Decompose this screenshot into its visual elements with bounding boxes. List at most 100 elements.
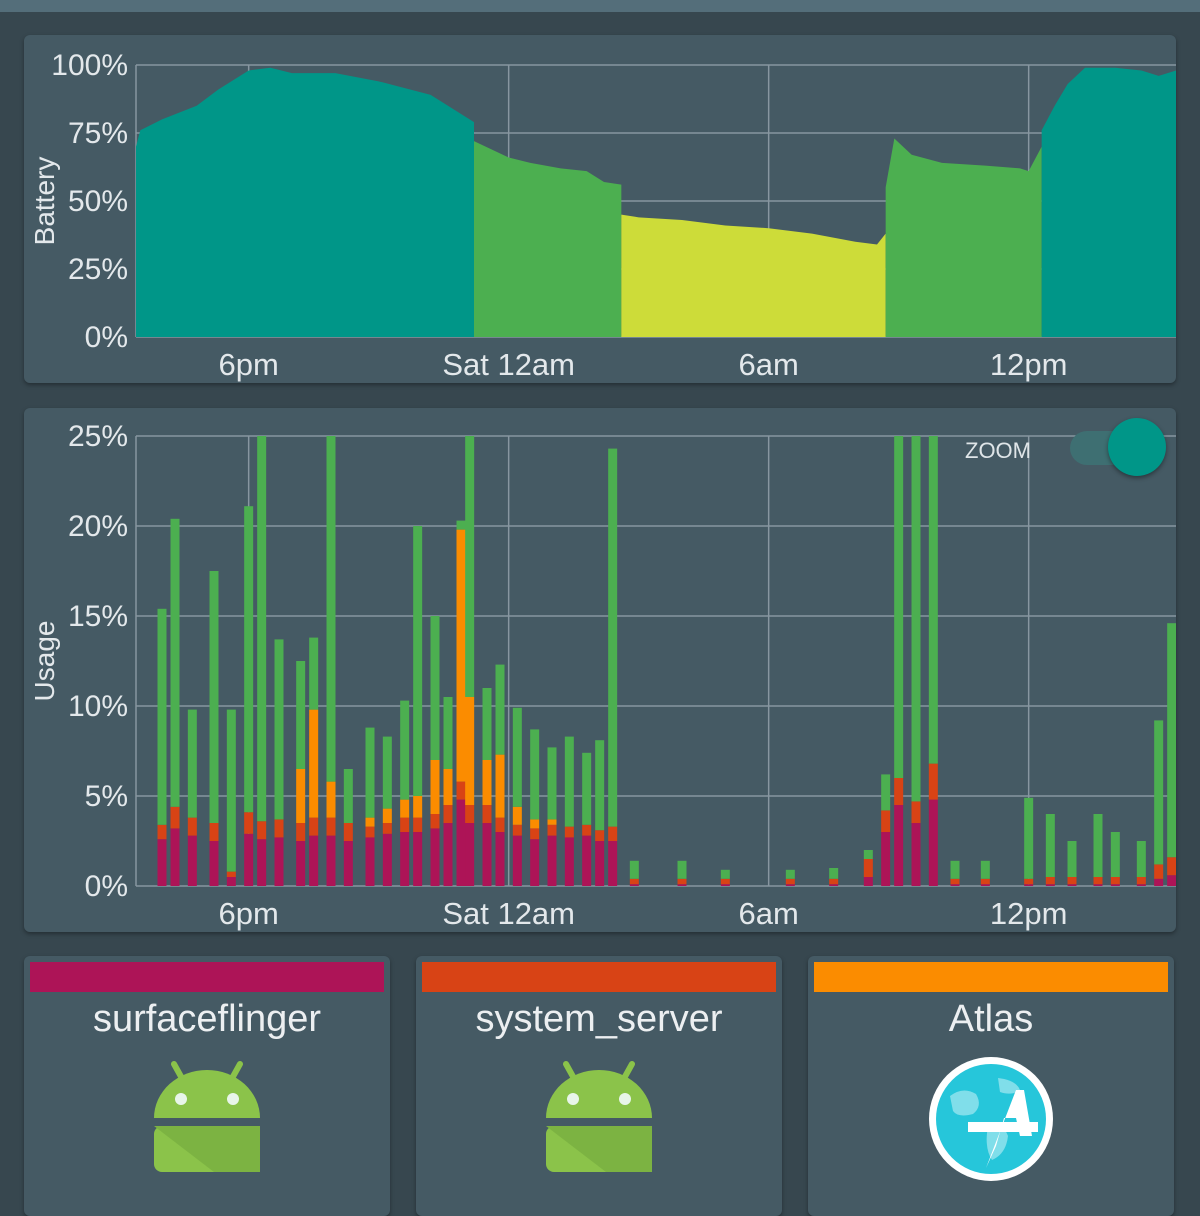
usage-bar-segment (157, 839, 167, 886)
usage-bar-segment (1093, 814, 1103, 877)
android-icon (546, 1061, 652, 1172)
usage-ytick-label: 0% (85, 870, 128, 903)
battery-ytick-label: 0% (85, 321, 128, 354)
usage-bar-segment (629, 878, 639, 885)
battery-xtick-label: 12pm (990, 347, 1068, 382)
usage-bar-segment (495, 754, 505, 818)
usage-bar-segment (928, 763, 938, 800)
usage-bar-segment (1067, 877, 1077, 885)
usage-chart: 0% 5% 10% 15% 20% 25% 6pm Sat 12am 6am 12pm Usage (29, 420, 1177, 931)
usage-bar-segment (430, 814, 440, 829)
usage-bar-segment (443, 769, 453, 805)
usage-bar-segment (209, 571, 219, 823)
usage-bar-segment (430, 760, 440, 814)
usage-bar-segment (911, 823, 921, 886)
usage-bar-segment (413, 817, 423, 832)
usage-bar-segment (400, 817, 410, 832)
usage-bar-segment (547, 747, 557, 820)
usage-bar-segment (495, 817, 505, 832)
usage-bar-segment (911, 801, 921, 823)
usage-bar-segment (187, 709, 197, 818)
usage-bar-segment (564, 736, 574, 827)
battery-ylabel: Battery (29, 157, 60, 246)
usage-bar-segment (456, 799, 466, 886)
usage-bar-segment (244, 833, 254, 886)
process-color-bar (814, 962, 1168, 992)
usage-bar-segment (1067, 841, 1077, 877)
usage-bar-segment (1024, 884, 1034, 886)
usage-bar-segment (950, 878, 960, 885)
usage-bar-segment (530, 828, 540, 840)
usage-bar-segment (1110, 877, 1120, 885)
zoom-toggle-knob[interactable] (1108, 418, 1166, 476)
battery-xtick-label: Sat 12am (442, 347, 575, 382)
usage-bar-segment (343, 769, 353, 823)
usage-bar-segment (1136, 877, 1146, 885)
usage-bar-segment (677, 884, 687, 886)
usage-bar-segment (170, 828, 180, 886)
usage-bar-segment (1154, 864, 1164, 879)
battery-ytick-label: 100% (51, 49, 128, 82)
usage-bar-segment (187, 835, 197, 886)
usage-bar-segment (482, 688, 492, 760)
usage-bar-segment (365, 817, 375, 827)
usage-bar-segment (365, 826, 375, 838)
usage-bar-segment (382, 736, 392, 809)
usage-bar-segment (274, 819, 284, 838)
usage-bar-segment (495, 832, 505, 886)
usage-ytick-label: 15% (68, 600, 128, 633)
usage-bar-segment (980, 884, 990, 886)
usage-bar-segment (400, 799, 410, 818)
usage-bar-segment (309, 709, 319, 818)
usage-ytick-label: 20% (68, 510, 128, 543)
usage-bar-segment (980, 860, 990, 879)
usage-bar-segment (443, 823, 453, 886)
usage-bar-segment (928, 436, 938, 764)
battery-area-segment (885, 138, 1042, 337)
usage-bar-segment (296, 841, 306, 886)
usage-bar-segment (413, 796, 423, 818)
usage-bar-segment (720, 884, 730, 886)
battery-area-segment (136, 67, 474, 337)
battery-area-segment (474, 141, 622, 337)
process-card-atlas[interactable]: Atlas (808, 956, 1174, 1216)
usage-bar-segment (326, 817, 336, 836)
usage-bar-segment (244, 506, 254, 813)
usage-ytick-label: 5% (85, 780, 128, 813)
usage-bar-segment (1024, 797, 1034, 879)
android-icon (154, 1061, 260, 1172)
usage-bar-segment (608, 826, 618, 841)
usage-bar-segment (456, 781, 466, 800)
usage-bar-segment (443, 697, 453, 769)
usage-bar-segment (881, 810, 891, 832)
usage-bar-segment (1093, 884, 1103, 886)
process-card-surfaceflinger[interactable]: surfaceflinger (24, 956, 390, 1216)
usage-bar-segment (595, 740, 605, 831)
usage-bar-segment (309, 835, 319, 886)
usage-bar-segment (456, 520, 466, 530)
usage-bar-segment (1154, 878, 1164, 886)
usage-bar-segment (894, 805, 904, 886)
usage-bar-segment (512, 824, 522, 836)
usage-bar-segment (530, 729, 540, 820)
usage-bar-segment (430, 828, 440, 886)
usage-bar-segment (1136, 841, 1146, 877)
process-card-system-server[interactable]: system_server (416, 956, 782, 1216)
usage-bar-segment (244, 812, 254, 834)
battery-ytick-label: 50% (68, 185, 128, 218)
usage-bar-segment (582, 752, 592, 825)
usage-bar-segment (582, 824, 592, 836)
usage-bar-segment (343, 823, 353, 841)
usage-bar-segment (720, 869, 730, 879)
usage-bar-segment (629, 884, 639, 886)
usage-ytick-label: 25% (68, 420, 128, 453)
usage-bar-segment (365, 727, 375, 818)
usage-bar-segment (326, 436, 336, 782)
usage-bar-segment (456, 529, 466, 782)
usage-bar-segment (785, 878, 795, 885)
usage-bar-segment (950, 884, 960, 886)
usage-ylabel: Usage (29, 621, 60, 702)
usage-bar-segment (564, 837, 574, 886)
usage-bar-segment (296, 823, 306, 841)
battery-ytick-label: 25% (68, 253, 128, 286)
